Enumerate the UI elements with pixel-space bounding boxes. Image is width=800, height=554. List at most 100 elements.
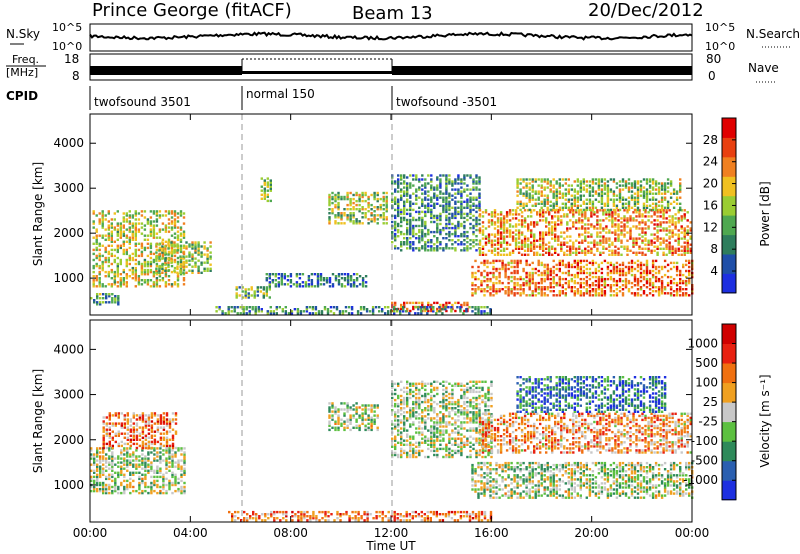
power-cell (561, 271, 564, 275)
power-cell (546, 198, 549, 201)
velocity-cell (171, 434, 175, 437)
power-cell (350, 306, 354, 309)
power-cell (552, 208, 555, 212)
power-cell (409, 241, 412, 244)
power-cell (647, 215, 650, 218)
power-cell (626, 231, 629, 234)
power-cell (478, 206, 481, 209)
power-cell (599, 231, 602, 234)
velocity-cell (138, 438, 142, 441)
power-cell (490, 219, 494, 222)
power-cell (546, 273, 549, 277)
power-cell (125, 264, 128, 268)
power-cell (361, 283, 365, 286)
velocity-cell (93, 481, 96, 485)
power-cell (116, 270, 119, 274)
velocity-cell (180, 485, 183, 489)
power-cell (439, 247, 442, 250)
power-cell (546, 271, 549, 275)
power-cell (668, 245, 671, 248)
power-cell (427, 309, 430, 313)
power-cell (286, 283, 290, 286)
power-cell (578, 213, 581, 216)
power-cell (460, 180, 463, 183)
power-cell (666, 275, 670, 279)
power-cell (657, 192, 661, 195)
power-cell (418, 206, 421, 209)
velocity-cell (93, 457, 96, 460)
power-cell (268, 288, 271, 291)
velocity-cell (153, 422, 157, 425)
velocity-cell (397, 415, 400, 418)
power-cell (460, 216, 463, 220)
power-cell (409, 226, 412, 230)
power-cell (549, 190, 552, 193)
power-cell (152, 281, 156, 284)
power-cell (635, 239, 638, 242)
power-cell (420, 312, 423, 315)
power-cell (552, 290, 555, 293)
power-cell (269, 181, 272, 184)
power-cell (527, 223, 530, 226)
power-cell (636, 188, 640, 191)
power-cell (486, 312, 489, 315)
power-cell (209, 255, 212, 258)
power-cell (525, 184, 528, 187)
power-cell (463, 190, 466, 193)
power-cell (594, 178, 598, 181)
power-cell (98, 277, 101, 280)
power-cell (483, 269, 486, 273)
power-cell (110, 248, 113, 252)
power-cell (508, 229, 512, 232)
power-cell (382, 203, 385, 207)
velocity-cell (138, 444, 142, 448)
power-cell (499, 249, 503, 252)
velocity-cell (397, 411, 400, 414)
velocity-cell (400, 427, 403, 430)
power-cell (328, 285, 332, 288)
velocity-cell (108, 457, 111, 460)
power-cell (412, 243, 415, 246)
power-cell (125, 236, 128, 239)
power-cell (472, 239, 475, 242)
power-cell (584, 253, 587, 256)
power-cell (523, 219, 527, 222)
power-cell (492, 284, 495, 287)
power-cell (504, 265, 507, 269)
power-cell (110, 218, 113, 221)
power-cell (487, 235, 491, 238)
power-cell (492, 271, 495, 275)
velocity-cell (96, 463, 99, 466)
power-cell (590, 213, 593, 216)
power-cell (445, 216, 448, 220)
power-cell (585, 271, 588, 275)
power-cell (93, 299, 96, 302)
power-cell (558, 263, 561, 267)
power-cell (638, 221, 641, 224)
power-cell (573, 190, 576, 193)
power-cell (573, 275, 576, 279)
power-cell (636, 180, 640, 183)
power-cell (585, 198, 588, 201)
velocity-cell (150, 491, 153, 495)
velocity-cell (141, 453, 144, 456)
power-cell (185, 255, 188, 258)
velocity-cell (183, 467, 186, 470)
power-cell (636, 259, 640, 263)
power-cell (641, 253, 644, 256)
power-cell (543, 204, 546, 207)
power-cell (355, 203, 358, 207)
power-cell (221, 310, 224, 313)
power-cell (585, 290, 588, 293)
power-cell (540, 286, 543, 289)
power-cell (167, 250, 171, 254)
power-cell (469, 247, 472, 250)
power-cell (424, 198, 427, 201)
power-cell (626, 253, 629, 256)
power-cell (507, 290, 510, 293)
power-colorbar-tick: 12 (703, 220, 718, 234)
power-cell (588, 290, 592, 293)
velocity-cell (108, 440, 111, 444)
power-cell (585, 202, 588, 205)
